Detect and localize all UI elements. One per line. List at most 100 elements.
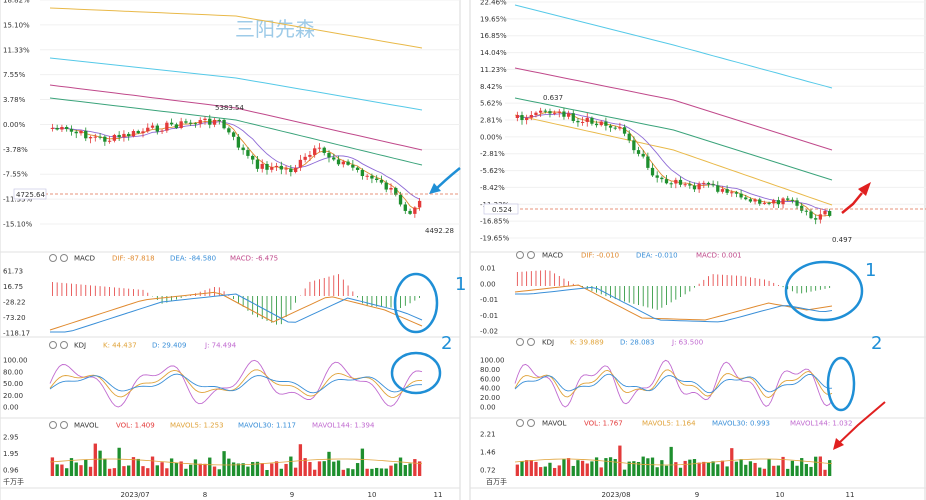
candle-body xyxy=(417,200,422,208)
volume-bar xyxy=(627,461,631,476)
volume-bar xyxy=(408,463,412,476)
volume-bar xyxy=(189,464,193,476)
volume-bar xyxy=(590,461,594,476)
volume-bar xyxy=(332,461,336,476)
macd-dea-line xyxy=(515,286,833,323)
high-label: 0.637 xyxy=(543,94,563,102)
candle-body xyxy=(55,127,59,130)
candle-body xyxy=(169,122,174,125)
close-icon[interactable] xyxy=(60,341,68,349)
candle-body xyxy=(809,211,813,219)
candle-body xyxy=(608,125,613,128)
price-tick-label: 5.62% xyxy=(480,100,503,108)
candle-body xyxy=(692,185,697,190)
price-tick-label: 16.85% xyxy=(480,32,507,40)
mavol-ma144: MAVOL144: 1.032 xyxy=(790,420,852,428)
close-icon[interactable] xyxy=(527,251,535,259)
arrowhead-icon xyxy=(833,438,844,450)
volume-bar xyxy=(65,468,69,476)
volume-bar xyxy=(193,459,198,476)
candle-body xyxy=(734,192,739,194)
moving-average-line xyxy=(514,4,833,89)
volume-bar xyxy=(351,469,355,476)
volume-bar xyxy=(646,458,650,476)
kdj-name: KDJ xyxy=(542,339,554,347)
candle-body xyxy=(398,194,403,205)
candle-body xyxy=(322,147,326,153)
close-icon[interactable] xyxy=(60,254,68,262)
candle-body xyxy=(327,152,331,158)
volume-bar xyxy=(786,468,790,476)
current-price-box xyxy=(13,188,47,200)
candle-body xyxy=(179,121,183,128)
candle-body xyxy=(174,124,179,128)
candle-body xyxy=(150,125,155,128)
candle-body xyxy=(636,150,641,154)
macd-tick-label: 61.73 xyxy=(3,268,23,276)
candle-body xyxy=(683,184,687,186)
candle-body xyxy=(828,210,832,216)
candle-body xyxy=(786,198,790,200)
volume-bar xyxy=(552,467,557,476)
volume-bar xyxy=(212,466,217,476)
settings-icon[interactable] xyxy=(49,341,57,349)
mavol-legend: MAVOL VOL: 1.767 MAVOL5: 1.164 MAVOL30: … xyxy=(516,419,852,428)
low-label: 0.497 xyxy=(832,236,852,244)
mavol-legend: MAVOL VOL: 1.409 MAVOL5: 1.253 MAVOL30: … xyxy=(49,421,375,430)
volume-bar xyxy=(308,462,312,476)
volume-bar xyxy=(650,457,655,476)
volume-bar xyxy=(758,467,762,476)
volume-bar xyxy=(688,459,692,476)
candle-body xyxy=(355,167,360,170)
candle-body xyxy=(566,113,571,117)
close-icon[interactable] xyxy=(527,338,535,346)
volume-bar xyxy=(613,459,617,476)
candle-body xyxy=(576,120,580,123)
settings-icon[interactable] xyxy=(516,419,524,427)
volume-bar xyxy=(255,461,260,476)
annotations-left: 1 2 xyxy=(390,167,466,395)
moving-average-line xyxy=(514,114,833,206)
candle-body xyxy=(165,122,169,131)
kdj-tick-label: 80.00 xyxy=(3,368,23,376)
macd-value: MACD: 0.001 xyxy=(696,252,742,260)
volume-bar xyxy=(93,443,97,476)
volume-bar xyxy=(655,467,659,476)
volume-bar xyxy=(169,458,174,476)
candle-body xyxy=(534,112,538,115)
candle-body xyxy=(725,189,729,193)
volume-bar xyxy=(683,460,687,476)
candle-body xyxy=(60,127,64,130)
candle-body xyxy=(562,111,566,117)
candle-body xyxy=(580,121,585,123)
volume-bar xyxy=(562,459,566,476)
volume-bar xyxy=(417,461,422,476)
candle-body xyxy=(98,136,102,138)
mavol-ma5: MAVOL5: 1.253 xyxy=(170,422,224,430)
candle-body xyxy=(795,200,799,206)
candle-body xyxy=(74,131,78,134)
volume-bar xyxy=(548,462,552,476)
volume-bar xyxy=(674,462,678,476)
volume-tick-label: 2.95 xyxy=(3,434,19,442)
volume-bar xyxy=(251,462,255,476)
volume-bar xyxy=(604,458,608,476)
settings-icon[interactable] xyxy=(49,254,57,262)
close-icon[interactable] xyxy=(527,419,535,427)
price-tick-label: -15.10% xyxy=(3,221,33,229)
close-icon[interactable] xyxy=(60,421,68,429)
candle-body xyxy=(112,134,117,141)
volume-bar xyxy=(50,457,55,476)
macd-dea: DEA: -0.010 xyxy=(636,252,678,260)
settings-icon[interactable] xyxy=(516,251,524,259)
candle-body xyxy=(279,165,283,170)
candle-body xyxy=(706,182,711,185)
volume-bar xyxy=(246,466,250,476)
kdj-tick-label: 100.00 xyxy=(3,357,28,365)
volume-bar xyxy=(327,451,331,476)
volume-tick-label: 1.46 xyxy=(480,449,496,457)
kdj-k: K: 44.437 xyxy=(103,342,137,350)
settings-icon[interactable] xyxy=(516,338,524,346)
settings-icon[interactable] xyxy=(49,421,57,429)
volume-bar xyxy=(790,460,795,476)
